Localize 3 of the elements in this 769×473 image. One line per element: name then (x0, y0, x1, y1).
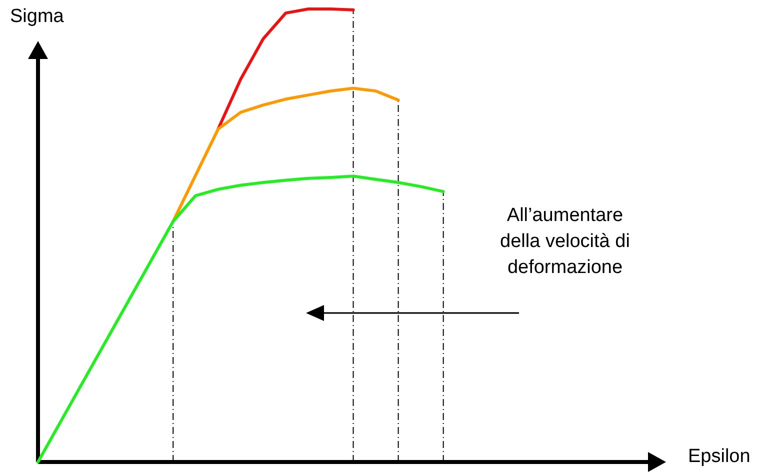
y-axis-title: Sigma (10, 6, 64, 28)
annotation: All’aumentare della velocità di deformazione (499, 204, 631, 280)
x-axis-title: Epsilon (688, 446, 750, 468)
